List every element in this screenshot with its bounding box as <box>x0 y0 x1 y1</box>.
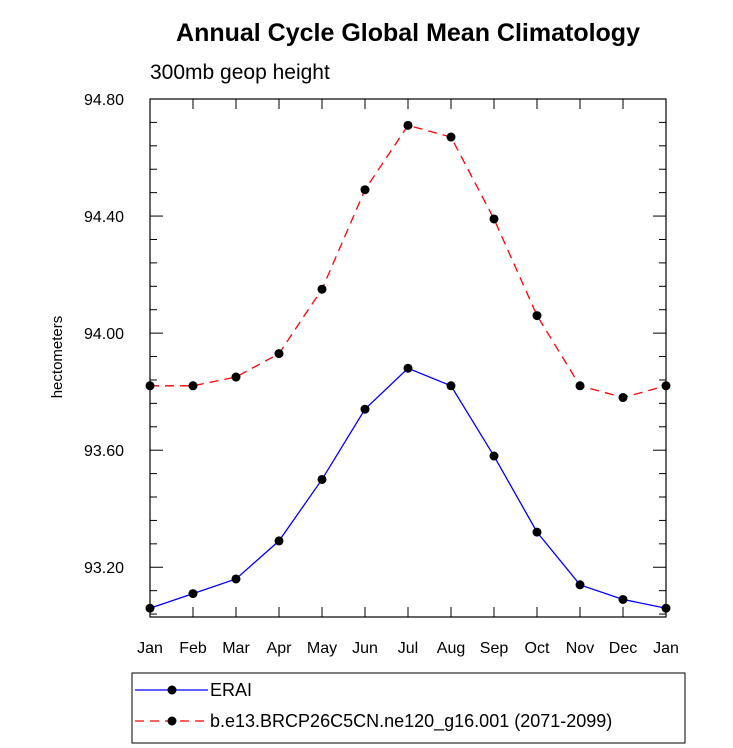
x-tick-label: Jul <box>398 640 418 657</box>
legend-box <box>131 672 686 744</box>
y-tick-label: 93.60 <box>84 443 124 460</box>
data-point <box>188 381 198 391</box>
data-point <box>403 363 413 373</box>
data-point <box>360 404 370 414</box>
data-point <box>145 603 155 613</box>
chart-title: Annual Cycle Global Mean Climatology <box>176 19 640 47</box>
legend: ERAI b.e13.BRCP26C5CN.ne120_g16.001 (2071… <box>131 672 686 744</box>
data-point <box>360 185 370 195</box>
x-tick-label: Jan <box>137 640 163 657</box>
data-point <box>575 580 585 590</box>
data-point <box>188 589 198 599</box>
x-tick-label: Jan <box>653 640 679 657</box>
y-axis-label: hectometers <box>49 316 66 399</box>
axis-ticks: Jan Feb Mar Apr May Jun Jul Aug Sep Oct Nov Dec Jan 9… <box>84 92 679 657</box>
x-tick-label: May <box>307 640 337 657</box>
legend-label: ERAI <box>210 680 252 700</box>
y-tick-label: 93.20 <box>84 560 124 577</box>
x-tick-label: Jun <box>352 640 378 657</box>
data-point <box>274 536 284 546</box>
series-layer <box>145 120 671 613</box>
data-point <box>317 284 327 294</box>
x-tick-label: Mar <box>222 640 250 657</box>
x-tick-label: Nov <box>566 640 594 657</box>
legend-label: b.e13.BRCP26C5CN.ne120_g16.001 (2071-209… <box>210 711 612 732</box>
x-tick-label: Dec <box>609 640 637 657</box>
data-point <box>618 393 628 403</box>
data-point <box>489 451 499 461</box>
data-point <box>575 381 585 391</box>
data-point <box>274 349 284 359</box>
data-point <box>403 120 413 130</box>
data-point <box>532 311 542 321</box>
data-point <box>489 214 499 224</box>
data-point <box>661 381 671 391</box>
x-tick-label: Oct <box>525 640 550 657</box>
x-tick-label: Aug <box>437 640 465 657</box>
x-tick-label: Apr <box>267 640 293 657</box>
y-tick-label: 94.80 <box>84 92 124 109</box>
x-tick-label: Feb <box>179 640 207 657</box>
chart-subtitle: 300mb geop height <box>150 61 330 84</box>
data-point <box>231 574 241 584</box>
x-tick-label: Sep <box>480 640 509 657</box>
data-point <box>145 381 155 391</box>
data-point <box>661 603 671 613</box>
data-point <box>446 132 456 142</box>
data-point <box>231 372 241 382</box>
data-point <box>446 381 456 391</box>
data-point <box>618 594 628 604</box>
y-tick-label: 94.40 <box>84 209 124 226</box>
legend-marker <box>167 685 177 695</box>
legend-marker <box>167 716 177 726</box>
series-line-1 <box>150 124 667 399</box>
series-line-0 <box>149 367 667 609</box>
y-tick-label: 94.00 <box>84 326 124 343</box>
data-point <box>317 474 327 484</box>
data-point <box>532 527 542 537</box>
plot-frame <box>149 98 667 618</box>
